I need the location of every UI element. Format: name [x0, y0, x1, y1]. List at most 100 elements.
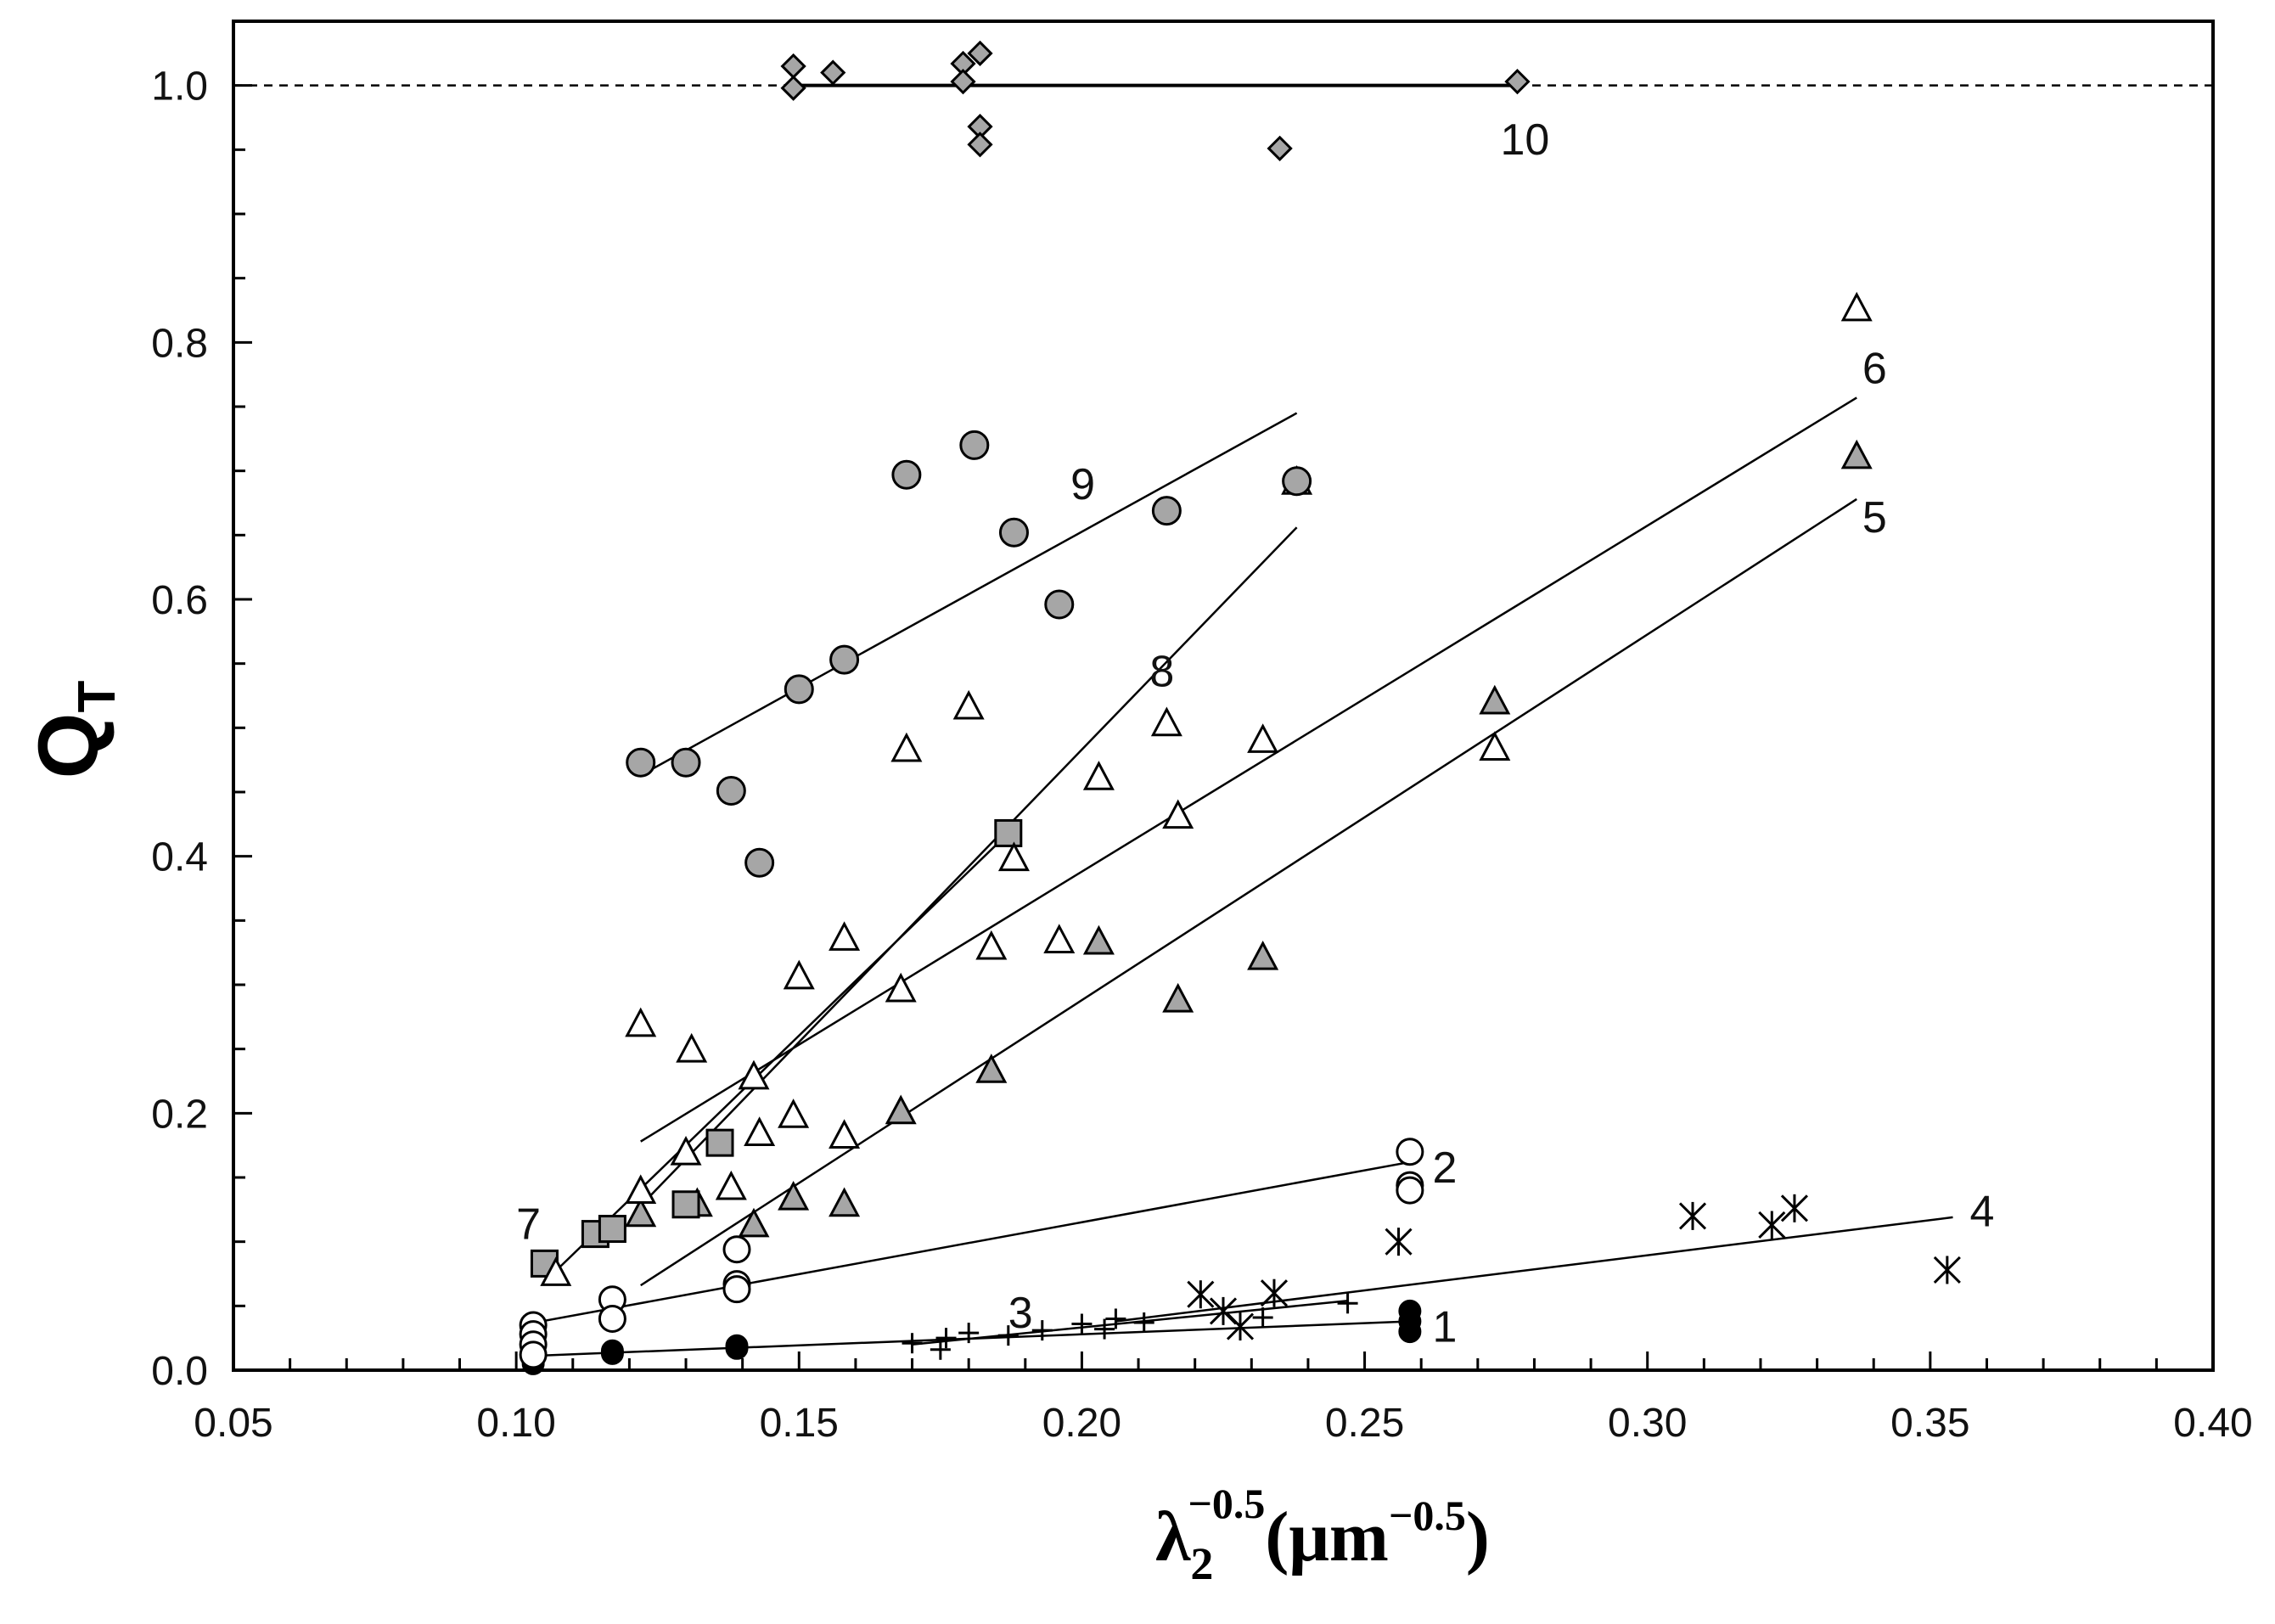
point-series-4 [1187, 1280, 1215, 1309]
point-series-5 [1840, 439, 1873, 469]
point-series-5 [885, 1094, 917, 1125]
x-tick-label: 0.30 [1608, 1401, 1687, 1446]
series-label-9: 9 [1070, 460, 1095, 509]
tick-marks [232, 20, 2215, 1372]
point-series-6 [1479, 731, 1511, 761]
tick-labels: 0.05 0.10 0.15 0.20 0.25 0.30 0.35 0.40 0.0 0.2 0.… [151, 65, 2252, 1446]
point-series-4 [1226, 1312, 1255, 1341]
x-axis-label: λ2 −0.5(μm−0.5) [1155, 1480, 1490, 1589]
point-series-6 [885, 972, 917, 1003]
y-axis-label-sub: T [68, 681, 126, 713]
point-series-6 [975, 930, 1008, 960]
point-series-10 [1267, 135, 1293, 161]
point-series-6 [952, 689, 985, 720]
point-series-9 [998, 517, 1029, 548]
axes [232, 20, 2215, 1372]
point-series-2 [1396, 1138, 1424, 1166]
x-tick-label: 0.25 [1325, 1401, 1404, 1446]
point-series-6 [829, 921, 861, 951]
point-series-6 [744, 1116, 776, 1146]
point-series-1 [600, 1339, 624, 1363]
x-axis-label-unit-sup: −0.5 [1389, 1492, 1466, 1539]
point-series-1 [725, 1334, 749, 1357]
y-axis-label: QT [21, 681, 126, 779]
point-series-4 [1385, 1228, 1413, 1256]
point-series-2 [1396, 1176, 1424, 1205]
series-label-3: 3 [1008, 1289, 1033, 1338]
point-series-6 [1162, 799, 1194, 829]
y-tick-label: 0.0 [151, 1349, 208, 1394]
point-series-8 [670, 1135, 702, 1166]
point-series-6 [1150, 706, 1182, 737]
point-series-5 [1479, 684, 1511, 715]
point-series-10 [780, 75, 806, 101]
fit-lines [527, 83, 1953, 1357]
point-series-3 [1105, 1308, 1126, 1329]
point-series-5 [975, 1054, 1008, 1083]
point-series-8 [625, 1174, 657, 1205]
point-series-10 [967, 40, 993, 66]
y-tick-label: 0.2 [151, 1092, 208, 1137]
point-series-7 [671, 1190, 700, 1219]
x-tick-label: 0.40 [2173, 1401, 2252, 1446]
point-series-6 [1082, 761, 1115, 790]
point-series-5 [738, 1207, 770, 1238]
fit-line-series-6 [640, 396, 1857, 1143]
point-series-4 [1209, 1296, 1238, 1325]
point-series-6 [783, 959, 815, 990]
series-label-4: 4 [1969, 1187, 1994, 1236]
point-series-9 [716, 775, 746, 806]
point-series-7 [994, 818, 1023, 847]
plot-frame [232, 20, 2215, 1372]
point-series-9 [1044, 589, 1075, 620]
point-series-3 [1133, 1312, 1154, 1334]
point-series-9 [744, 847, 775, 878]
point-series-9 [626, 747, 656, 778]
point-series-10 [780, 53, 806, 80]
point-series-3 [958, 1323, 980, 1344]
point-series-8 [997, 841, 1030, 872]
point-series-3 [1071, 1313, 1093, 1335]
point-series-4 [1678, 1201, 1707, 1230]
point-series-3 [1031, 1320, 1053, 1341]
fit-line-series-8 [639, 526, 1298, 1207]
point-series-9 [1282, 466, 1312, 497]
point-series-3 [997, 1325, 1019, 1346]
series-label-6: 6 [1862, 345, 1887, 394]
point-series-2 [722, 1275, 751, 1304]
point-series-3 [935, 1328, 957, 1349]
point-series-8 [715, 1170, 747, 1200]
fit-line-series-9 [640, 412, 1298, 777]
point-series-6 [1247, 723, 1279, 753]
point-series-10 [967, 132, 993, 158]
point-series-3 [1094, 1318, 1115, 1340]
point-series-6 [738, 1059, 770, 1090]
point-series-9 [829, 644, 860, 675]
series-label-8: 8 [1149, 648, 1174, 697]
point-series-9 [891, 459, 922, 490]
data-points [519, 40, 1961, 1375]
x-tick-label: 0.35 [1890, 1401, 1969, 1446]
point-series-9 [1151, 496, 1182, 526]
x-tick-label: 0.05 [194, 1401, 272, 1446]
y-tick-label: 0.8 [151, 321, 208, 366]
y-tick-label: 0.6 [151, 578, 208, 623]
fit-line-series-2 [527, 1160, 1411, 1325]
point-series-5 [1247, 940, 1279, 970]
series-label-1: 1 [1433, 1303, 1458, 1352]
x-axis-label-close: ) [1466, 1498, 1490, 1576]
y-tick-label: 1.0 [151, 65, 208, 110]
series-label-7: 7 [516, 1200, 541, 1249]
point-series-10 [820, 59, 846, 86]
point-series-3 [930, 1339, 951, 1360]
point-series-2 [519, 1340, 548, 1369]
point-series-2 [722, 1235, 751, 1264]
fit-line-series-3 [912, 1300, 1348, 1346]
point-series-7 [598, 1215, 626, 1244]
point-series-6 [829, 1119, 861, 1149]
x-tick-label: 0.10 [476, 1401, 555, 1446]
point-series-10 [950, 69, 976, 95]
x-axis-label-sub: 2 [1190, 1538, 1213, 1589]
series-label-10: 10 [1500, 115, 1549, 165]
